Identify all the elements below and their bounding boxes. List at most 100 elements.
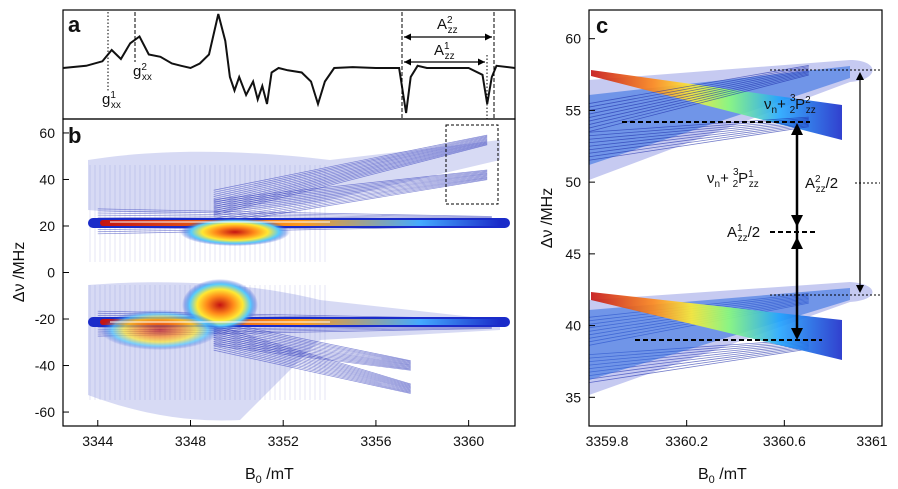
contour-line [589,120,809,144]
contour-line [213,171,488,205]
contour-line [213,135,488,193]
contour-line [213,170,488,202]
panel-b-plot-area [88,134,510,421]
contour-line [213,138,488,201]
contour-line [589,126,809,161]
gxx2-label: g2 xx [133,62,152,83]
azz1-label: A1 zz [434,41,455,62]
contour-line [589,346,809,377]
contour-line [589,66,809,108]
panel-c-xtick-label: 3361 [856,433,887,449]
panel-a-letter: a [68,12,81,37]
panel-b-ylabel: Δν /MHz [11,242,28,302]
contour-line [213,328,411,365]
contour-line [213,134,488,191]
contour-line [589,121,809,147]
contour-line [213,338,411,369]
contour-line [97,208,492,217]
panel-b-ytick-label: 60 [39,125,55,141]
hotspot-upper [180,218,290,246]
contour-line [213,178,488,223]
panel-b-xtick-label: 3352 [268,433,299,449]
contour-line [589,125,809,158]
contour-line [213,347,411,394]
panel-c-x-ticks: 3359.8 3360.2 3360.6 3361 [586,420,888,449]
contour-line [97,210,492,218]
contour-line [589,73,809,129]
panel-b-letter: b [68,123,81,148]
contour-line [213,345,411,371]
panel-c-xtick-label: 3359.8 [586,433,629,449]
panel-c-ylabel: Δν /MHz [539,188,556,248]
contour-line [213,349,411,394]
panel-b-xtick-label: 3348 [175,433,206,449]
contour-line [589,117,809,137]
contour-line [589,72,809,125]
panel-b-xtick-label: 3360 [453,433,484,449]
contour-line [213,141,488,210]
contour-line [213,177,488,221]
panel-c-ytick-label: 40 [565,318,581,334]
contour-line [213,343,411,370]
contour-line [589,119,809,140]
panel-c-xtick-label: 3360.2 [665,433,708,449]
contour-line [589,123,809,154]
panel-c: c νn+ 3 2P2 zz νn+ 3 2P1 zz A2 zz/2 A1 zz/2 33… [539,9,888,486]
contour-line [213,330,411,366]
panel-b-xtick-label: 3344 [82,433,113,449]
contour-line [97,212,492,219]
panel-b-ytick-label: -60 [35,404,55,420]
contour-line [213,143,488,214]
contour-line [589,347,809,380]
contour-line [213,324,411,363]
contour-line [213,179,488,225]
panel-c-letter: c [596,13,608,38]
panel-a: a g1 xx g2 xx A2 zz A1 zz [62,9,516,120]
contour-line [213,140,488,206]
contour-line [213,137,488,199]
hotspot-lower-left [100,310,220,350]
band-plus22 [100,220,500,226]
contour-line [213,139,488,204]
lower-band-core [591,292,842,360]
contour-line [213,142,488,212]
contour-line [589,69,809,118]
contour-line [213,345,411,393]
panel-b-ytick-label: 40 [39,171,55,187]
contour-line [213,174,488,213]
contour-line [589,68,809,115]
panel-c-xtick-label: 3360.6 [763,433,806,449]
gxx1-label: g1 xx [102,90,121,111]
contour-line [213,176,488,219]
contour-line [213,169,488,200]
panel-b-xlabel: B0 /mT [245,466,294,486]
contour-line [213,172,488,207]
contour-line [213,172,488,209]
contour-line [213,326,411,364]
contour-line [213,136,488,195]
nu-p2-label: νn+ 3 2P2 zz [764,93,816,116]
contour-line [589,116,809,133]
epr-spectrum-line [62,13,516,114]
contour-line [213,137,488,197]
contour-line [213,144,488,216]
panel-b-xtick-label: 3356 [360,433,391,449]
azz1-half-label: A1 zz/2 [727,223,760,244]
panel-b-ytick-label: 20 [39,218,55,234]
contour-line [589,348,809,384]
azz2-label: A2 zz [437,15,458,36]
panel-c-frame [588,9,883,427]
contour-line [589,71,809,122]
contour-line [213,334,411,367]
panel-c-xlabel: B0 /mT [698,466,747,486]
panel-b-ytick-label: -40 [35,358,55,374]
panel-b-x-ticks: 3344 3348 3352 3356 3360 [82,420,484,449]
panel-c-ytick-label: 45 [565,246,581,262]
panel-c-ytick-label: 55 [565,102,581,118]
contour-line [213,343,411,392]
panel-c-ytick-label: 50 [565,174,581,190]
contour-line [213,332,411,366]
panel-b-ytick-label: -20 [35,311,55,327]
panel-b-y-ticks: 60 40 20 0 -20 -40 -60 [35,125,69,420]
contour-line [213,176,488,217]
